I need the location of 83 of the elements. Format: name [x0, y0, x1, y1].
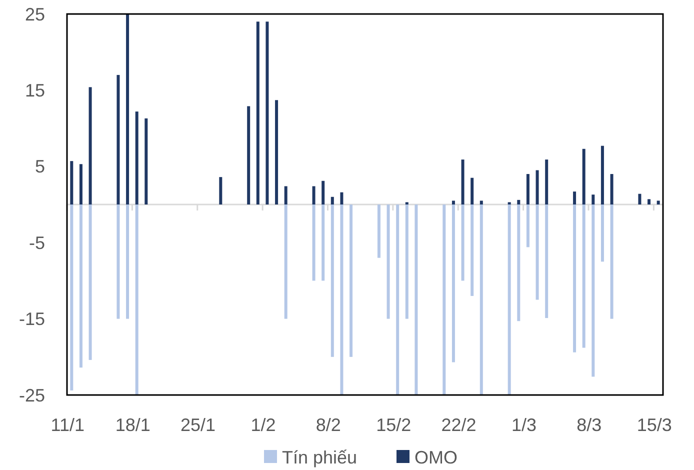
legend-label: Tín phiếu [282, 447, 358, 468]
bar [470, 178, 474, 204]
bar [414, 204, 418, 395]
bar [330, 204, 334, 357]
bar [219, 177, 222, 204]
bar [610, 174, 614, 204]
y-tick-label: 5 [34, 156, 45, 177]
bar [79, 164, 82, 204]
bar [592, 194, 595, 204]
bar [461, 160, 464, 204]
bar [266, 22, 269, 204]
bar [517, 204, 520, 322]
bar [536, 170, 539, 204]
x-tick-label: 1/2 [250, 415, 276, 435]
bar [350, 204, 353, 357]
y-tick-label: 25 [24, 4, 45, 24]
bar [545, 204, 548, 318]
y-tick-label: 15 [24, 80, 45, 100]
x-tick-label: 22/2 [441, 415, 476, 435]
x-tick-label: 8/2 [316, 415, 341, 435]
legend-label: OMO [414, 447, 458, 468]
y-tick-label: -25 [18, 385, 45, 406]
bar [592, 204, 595, 377]
bar [648, 199, 651, 204]
bar [322, 180, 325, 204]
x-tick-label: 18/1 [115, 415, 150, 435]
x-tick-label: 11/1 [50, 415, 85, 435]
bar [480, 200, 483, 204]
bar [256, 22, 260, 204]
bar [405, 204, 408, 319]
bar [573, 204, 576, 352]
bar [247, 106, 250, 204]
x-tick-label: 15/3 [636, 415, 672, 435]
bar [600, 146, 604, 204]
x-tick-label: 15/2 [376, 415, 412, 435]
bar [377, 204, 380, 258]
bar [461, 204, 464, 281]
bar [452, 200, 455, 204]
bar [508, 204, 511, 395]
bar [322, 204, 325, 281]
bar [126, 14, 130, 204]
bar [135, 112, 138, 204]
bar [116, 74, 120, 204]
bar [70, 161, 74, 204]
bar [470, 204, 474, 296]
bar [79, 204, 82, 368]
bar [582, 148, 586, 204]
bar [545, 160, 548, 204]
bar [312, 186, 316, 204]
bar [526, 174, 530, 204]
bar [396, 204, 400, 395]
bar [573, 192, 576, 204]
bar [656, 200, 660, 204]
y-tick-label: -5 [28, 232, 45, 253]
bar [284, 204, 288, 319]
y-tick-label: -15 [18, 309, 45, 330]
bar [340, 204, 344, 395]
bar [536, 204, 539, 300]
bar [600, 204, 604, 262]
bar [88, 204, 92, 360]
x-tick-label: 8/3 [576, 415, 602, 435]
bar [442, 204, 446, 395]
x-tick-label: 1/3 [511, 415, 536, 435]
bar [312, 204, 316, 281]
bar [330, 196, 334, 204]
bar [340, 192, 344, 204]
x-tick-label: 25/1 [180, 415, 216, 435]
bar [88, 87, 92, 204]
bar [386, 204, 390, 319]
bar [116, 204, 120, 319]
bar [526, 204, 530, 248]
bar [135, 204, 138, 395]
bar [610, 204, 614, 319]
bar [638, 194, 642, 204]
bar [144, 118, 148, 204]
bar [126, 204, 130, 319]
bar [452, 204, 455, 362]
bar [70, 204, 74, 390]
bar [284, 186, 288, 204]
bar [480, 204, 483, 395]
bar [275, 100, 278, 204]
bar [582, 204, 586, 348]
bar [517, 200, 520, 204]
